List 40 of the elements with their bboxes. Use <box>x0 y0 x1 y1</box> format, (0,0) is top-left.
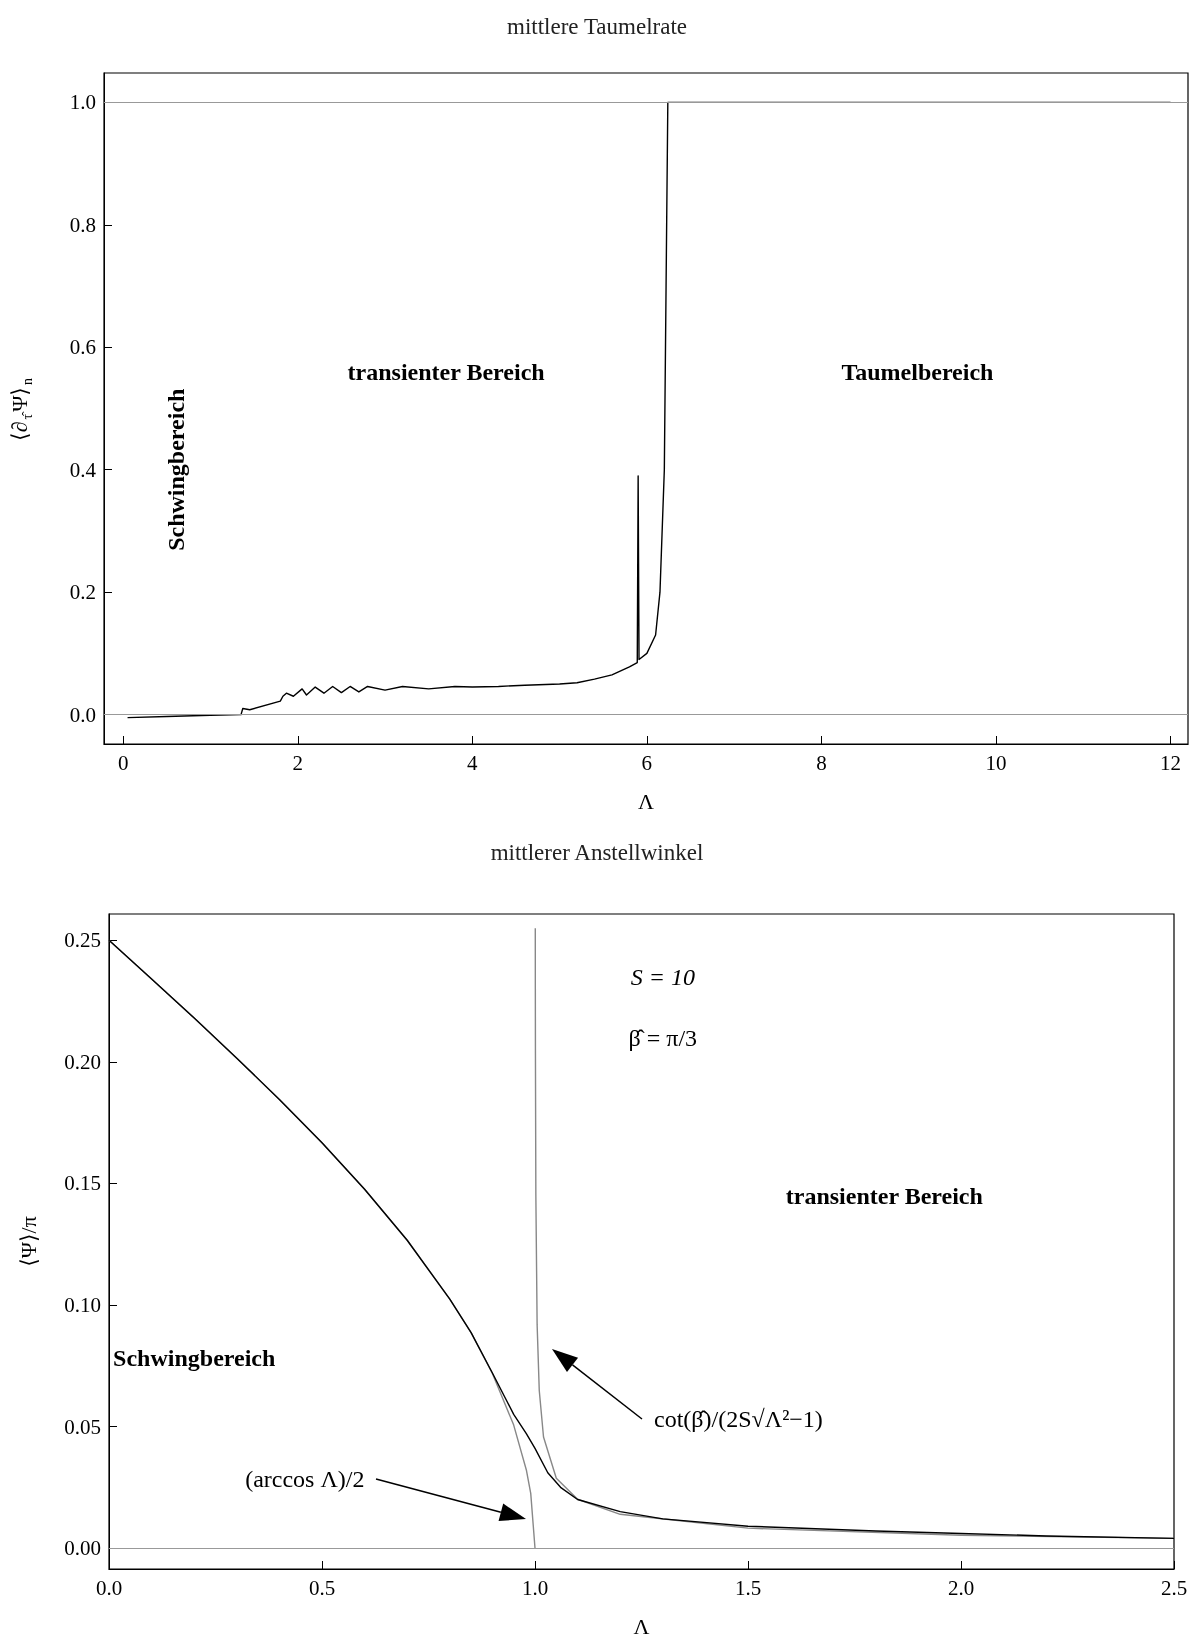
x-tick-label: 1.5 <box>734 1575 762 1600</box>
x-tick-label: 1.0 <box>521 1575 549 1600</box>
annotation: Schwingbereich <box>162 388 189 551</box>
y-axis-title: ⟨Ψ⟩/π <box>15 1216 41 1267</box>
chart-title: mittlere Taumelrate <box>507 14 687 39</box>
y-tick-label: 0.15 <box>64 1171 101 1196</box>
annotation: transienter Bereich <box>785 1182 983 1209</box>
y-tick-label: 0.8 <box>69 212 96 237</box>
annotation: β̂ = π/3 <box>628 1024 698 1051</box>
x-tick-label: 0 <box>117 750 129 775</box>
x-axis-title: Λ <box>633 1613 650 1639</box>
y-tick-label: 0.10 <box>64 1292 101 1317</box>
annotation: Taumelbereich <box>841 358 994 385</box>
x-tick-label: 0.0 <box>95 1575 123 1600</box>
x-tick-label: 12 <box>1160 750 1182 775</box>
x-tick-label: 6 <box>641 750 653 775</box>
x-tick-label: 10 <box>985 750 1007 775</box>
x-axis-title: Λ <box>638 788 655 814</box>
annotation: (arccos Λ)/2 <box>245 1465 365 1492</box>
chart-title: mittlerer Anstellwinkel <box>490 840 704 865</box>
annotation: cot(β̂)/(2S√Λ²−1) <box>654 1405 823 1432</box>
y-axis-title: ⟨∂τ̂Ψ⟩n <box>6 378 35 441</box>
x-tick-label: 2 <box>292 750 304 775</box>
y-tick-label: 0.25 <box>64 928 101 953</box>
annotation: transienter Bereich <box>347 358 545 385</box>
y-tick-label: 0.0 <box>69 702 96 727</box>
y-tick-label: 0.6 <box>69 335 96 360</box>
x-tick-label: 2.0 <box>947 1575 975 1600</box>
x-tick-label: 2.5 <box>1160 1575 1188 1600</box>
x-tick-label: 8 <box>816 750 827 775</box>
annotation: S = 10 <box>630 963 695 990</box>
y-tick-label: 0.2 <box>69 580 96 605</box>
y-tick-label: 0.05 <box>64 1414 101 1439</box>
x-tick-label: 4 <box>467 750 479 775</box>
y-tick-label: 0.4 <box>69 457 97 482</box>
y-tick-label: 0.00 <box>64 1536 101 1561</box>
x-tick-label: 0.5 <box>308 1575 336 1600</box>
y-tick-label: 0.20 <box>64 1049 101 1074</box>
annotation: Schwingbereich <box>113 1345 276 1372</box>
y-tick-label: 1.0 <box>69 90 96 115</box>
